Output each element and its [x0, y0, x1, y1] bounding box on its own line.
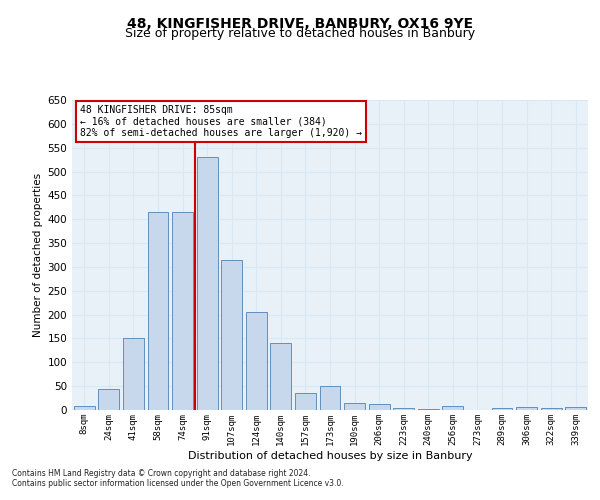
- Text: Contains HM Land Registry data © Crown copyright and database right 2024.: Contains HM Land Registry data © Crown c…: [12, 468, 311, 477]
- Bar: [221, 260, 242, 410]
- Text: 48 KINGFISHER DRIVE: 85sqm
← 16% of detached houses are smaller (384)
82% of sem: 48 KINGFISHER DRIVE: 85sqm ← 16% of deta…: [80, 104, 362, 138]
- Text: Size of property relative to detached houses in Banbury: Size of property relative to detached ho…: [125, 28, 475, 40]
- Bar: [565, 407, 586, 410]
- Bar: [246, 312, 267, 410]
- Bar: [344, 403, 365, 410]
- Bar: [320, 386, 340, 410]
- Bar: [393, 408, 414, 410]
- Bar: [172, 212, 193, 410]
- Text: 48, KINGFISHER DRIVE, BANBURY, OX16 9YE: 48, KINGFISHER DRIVE, BANBURY, OX16 9YE: [127, 18, 473, 32]
- Bar: [442, 406, 463, 410]
- Bar: [541, 408, 562, 410]
- Bar: [74, 406, 95, 410]
- Bar: [516, 407, 537, 410]
- Bar: [123, 338, 144, 410]
- Bar: [197, 157, 218, 410]
- Text: Contains public sector information licensed under the Open Government Licence v3: Contains public sector information licen…: [12, 478, 344, 488]
- Bar: [271, 343, 292, 410]
- Y-axis label: Number of detached properties: Number of detached properties: [33, 173, 43, 337]
- X-axis label: Distribution of detached houses by size in Banbury: Distribution of detached houses by size …: [188, 450, 472, 460]
- Bar: [491, 408, 512, 410]
- Bar: [98, 388, 119, 410]
- Bar: [148, 212, 169, 410]
- Bar: [418, 408, 439, 410]
- Bar: [368, 404, 389, 410]
- Bar: [295, 394, 316, 410]
